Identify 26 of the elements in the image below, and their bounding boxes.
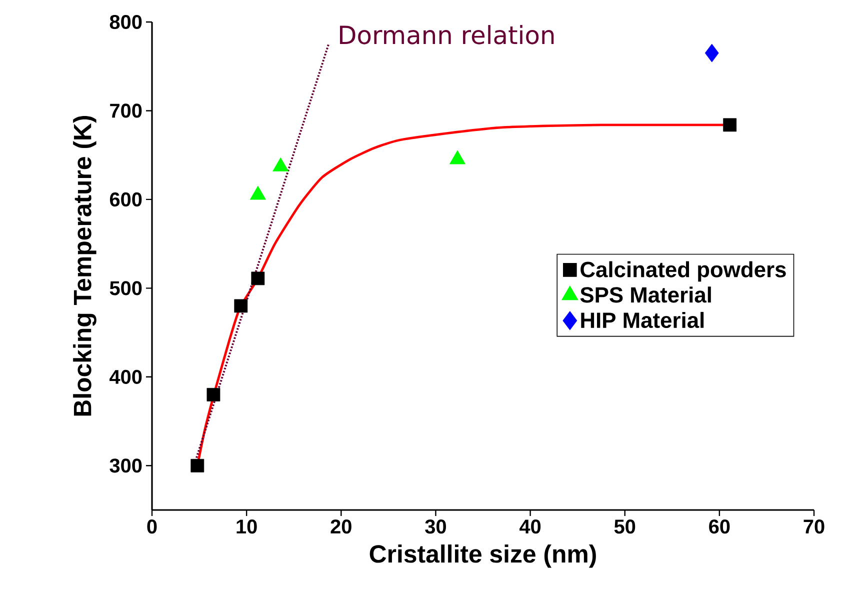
x-tick-label: 70 (804, 520, 824, 534)
legend-label: SPS Material (580, 286, 711, 303)
x-tick-label: 10 (236, 520, 257, 534)
x-tick-label: 60 (709, 520, 730, 534)
point (251, 272, 265, 286)
point (234, 299, 248, 313)
legend-label: HIP Material (581, 312, 704, 328)
annotation: Dormann relation (340, 25, 554, 44)
y-tick-label: 400 (110, 370, 142, 384)
x-tick-label: 0 (147, 520, 157, 534)
point (190, 458, 204, 472)
y-tick-label: 700 (110, 104, 142, 118)
y-tick-label: 500 (110, 281, 142, 296)
x-tick-label: 20 (330, 520, 352, 534)
x-tick-label: 40 (520, 520, 541, 534)
point (723, 118, 737, 132)
x-axis-title: Cristallite size (nm) (370, 544, 596, 568)
legend-label: Calcinated powders (580, 261, 786, 282)
y-tick-label: 600 (110, 192, 142, 206)
x-tick-label: 30 (425, 520, 446, 534)
y-tick-label: 300 (110, 458, 142, 473)
x-tick-label: 50 (614, 520, 636, 534)
point (704, 44, 719, 62)
y-tick-label: 800 (110, 14, 142, 30)
point (206, 388, 220, 402)
y-axis-title: Blocking Temperature (K) (73, 116, 96, 416)
